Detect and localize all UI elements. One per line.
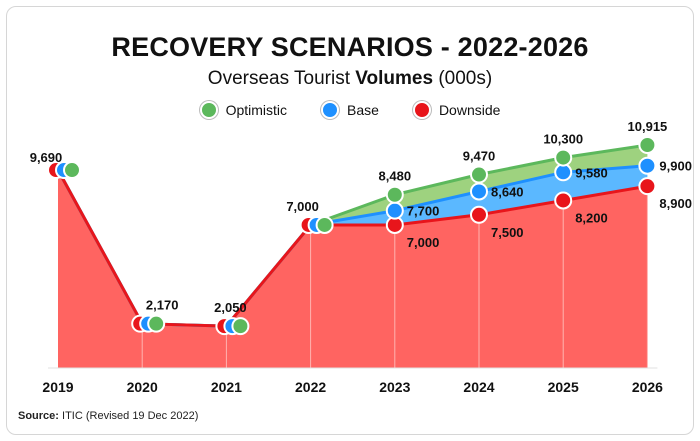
data-label-base: 9,580 [575,165,608,180]
data-label-shared: 2,170 [146,298,179,313]
optimistic-marker [231,317,250,336]
data-label-shared: 2,050 [214,300,247,315]
legend-label-base: Base [347,102,379,118]
base-marker [554,163,573,182]
x-tick-label: 2023 [379,379,410,395]
data-label-downside: 7,000 [407,235,440,250]
data-label-optimistic: 9,470 [463,149,496,164]
x-tick-label: 2022 [295,379,326,395]
optimistic-marker [470,165,488,184]
base-marker [385,201,404,220]
optimistic-marker [385,185,404,204]
x-tick-label: 2024 [463,379,494,395]
data-label-shared: 9,690 [30,150,63,165]
data-label-downside: 7,500 [491,225,524,240]
data-label-base: 9,900 [659,159,692,174]
data-label-base: 8,640 [491,184,524,199]
source-label: Source: [18,410,59,422]
base-marker [470,182,488,201]
subtitle-bold: Volumes [355,68,434,89]
downside-marker [470,205,488,224]
data-label-base: 7,700 [407,204,440,219]
base-area [58,165,648,327]
data-label-optimistic: 10,915 [628,119,668,134]
x-tick-label: 2020 [127,379,158,395]
legend-marker-optimistic [199,101,218,119]
legend-label-downside: Downside [438,102,501,118]
base-marker [638,156,657,175]
optimistic-area [58,145,648,327]
legend-item-optimistic: Optimistic [199,101,288,119]
legend-marker-base [321,101,340,119]
legend-item-downside: Downside [412,101,501,119]
data-label-optimistic: 8,480 [379,169,412,184]
data-label-shared: 7,000 [286,199,319,214]
legend-marker-downside [412,101,431,119]
chart-title: RECOVERY SCENARIOS - 2022-2026 [111,32,589,62]
optimistic-marker [63,161,81,180]
optimistic-marker [554,148,573,167]
data-label-downside: 8,200 [575,210,608,225]
data-label-downside: 8,900 [659,196,692,211]
optimistic-marker [147,314,166,333]
downside-marker [638,177,657,196]
x-tick-label: 2019 [42,379,73,395]
x-tick-label: 2026 [632,379,663,395]
subtitle-unit: (000s) [433,68,493,89]
downside-area [58,170,648,368]
x-tick-label: 2021 [211,379,242,395]
optimistic-marker [638,136,657,154]
chart-subtitle: Overseas Tourist Volumes (000s) [0,68,700,90]
optimistic-marker [315,215,334,234]
data-label-optimistic: 10,300 [543,132,583,147]
legend: Optimistic Base Downside [0,101,700,119]
source-note: Source: ITIC (Revised 19 Dec 2022) [18,410,198,422]
source-text: ITIC (Revised 19 Dec 2022) [58,410,199,422]
legend-item-base: Base [321,101,379,119]
x-tick-label: 2025 [548,379,579,395]
subtitle-text: Overseas Tourist [207,68,356,89]
legend-label-optimistic: Optimistic [225,102,288,118]
downside-marker [554,191,573,210]
